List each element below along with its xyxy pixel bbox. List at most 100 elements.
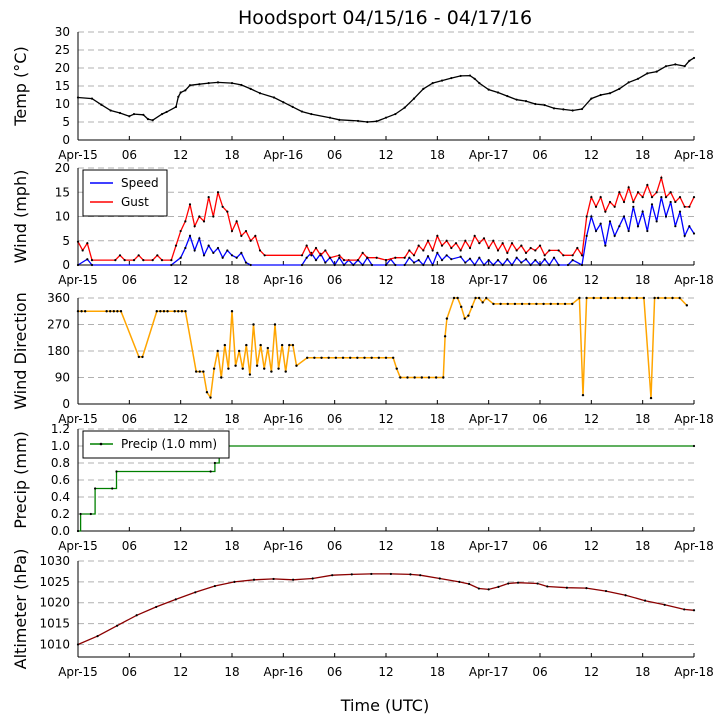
y-tick-label: 0 [62, 133, 70, 147]
legend-box [82, 169, 168, 217]
x-tick-label: 12 [173, 273, 188, 287]
data-point [170, 263, 173, 267]
data-point [170, 259, 173, 262]
series-line-precip [78, 445, 694, 532]
data-point [459, 255, 462, 258]
data-point [76, 529, 80, 533]
data-point [227, 367, 230, 370]
data-point [174, 598, 177, 601]
data-point [403, 263, 406, 267]
x-tick-label: 12 [584, 665, 599, 679]
data-point [313, 356, 316, 359]
data-point [692, 232, 696, 235]
data-point [252, 578, 256, 581]
data-point [622, 215, 626, 218]
data-point [624, 594, 627, 597]
data-point [604, 244, 607, 247]
data-point [202, 370, 205, 373]
data-point [524, 258, 528, 261]
data-point [394, 263, 397, 267]
x-tick-label: 12 [173, 148, 188, 162]
data-point [288, 343, 291, 347]
data-point [194, 370, 198, 373]
data-point [459, 249, 462, 252]
data-point [492, 239, 495, 242]
data-point [205, 391, 209, 394]
x-tick-label: 18 [635, 148, 650, 162]
data-point [538, 263, 542, 267]
data-point [528, 302, 531, 306]
data-point [221, 256, 224, 259]
data-point [305, 244, 308, 247]
data-point [272, 96, 276, 99]
data-point [426, 255, 430, 258]
y-tick-label: 10 [55, 210, 70, 224]
data-point [306, 356, 309, 359]
data-point [434, 376, 438, 379]
data-point [263, 254, 266, 257]
data-point [621, 296, 624, 300]
data-point [604, 589, 608, 593]
data-point [459, 74, 462, 78]
x-tick-label: Apr-18 [674, 665, 714, 679]
data-point [562, 254, 565, 257]
data-point [436, 251, 439, 254]
x-tick-label: 06 [532, 665, 547, 679]
x-tick-label: 18 [224, 273, 239, 287]
data-point [557, 263, 560, 267]
x-tick-label: Apr-18 [674, 148, 714, 162]
data-point [370, 572, 373, 576]
data-point [464, 261, 467, 264]
data-point [422, 87, 425, 90]
data-point [487, 588, 490, 591]
data-point [255, 364, 259, 367]
data-point [244, 229, 248, 233]
y-tick-label: 0.8 [51, 456, 70, 470]
data-point [520, 302, 524, 306]
data-point [342, 263, 346, 267]
data-point [216, 191, 220, 194]
data-point [155, 605, 158, 609]
y-tick-label: 90 [55, 371, 70, 385]
data-point [683, 608, 686, 611]
data-point [245, 343, 248, 347]
data-point [237, 349, 241, 353]
data-point [506, 302, 509, 306]
data-point [664, 65, 668, 68]
data-point [406, 376, 409, 379]
data-point [202, 220, 206, 223]
panel-0: 0 5 10 15 20 25 30 Apr-15 06 12 18 Apr-16 06 12 18 Apr-… [11, 25, 714, 162]
data-point [112, 310, 116, 313]
data-point [571, 302, 574, 306]
data-point [552, 256, 556, 259]
data-point [212, 367, 216, 370]
legend-label-precip: Precip (1.0 mm) [121, 437, 217, 451]
y-tick-label: 1030 [39, 554, 70, 568]
data-point [571, 109, 574, 112]
y-tick-label: 270 [47, 318, 70, 332]
data-point [543, 258, 546, 261]
data-point [463, 317, 466, 320]
data-point [417, 259, 420, 262]
data-point [585, 234, 588, 237]
data-point [96, 635, 99, 638]
data-point [86, 258, 89, 261]
data-point [174, 244, 178, 247]
data-point [173, 310, 176, 313]
data-point [356, 356, 359, 359]
data-point [464, 239, 467, 242]
data-point [295, 364, 298, 367]
panel-2: 0 90 180 270 360 Apr-15 06 12 18 Apr-16 06 12 18 Apr-… [11, 291, 714, 426]
x-tick-label: 18 [635, 539, 650, 553]
data-point [338, 254, 341, 257]
data-point [409, 573, 412, 576]
data-point [198, 370, 201, 373]
data-point [420, 376, 424, 379]
data-point [613, 205, 616, 208]
data-point [594, 229, 598, 233]
data-point [470, 305, 474, 309]
data-point [445, 239, 448, 242]
x-tick-label: 12 [378, 273, 393, 287]
data-point [280, 343, 284, 347]
data-point [233, 580, 236, 583]
